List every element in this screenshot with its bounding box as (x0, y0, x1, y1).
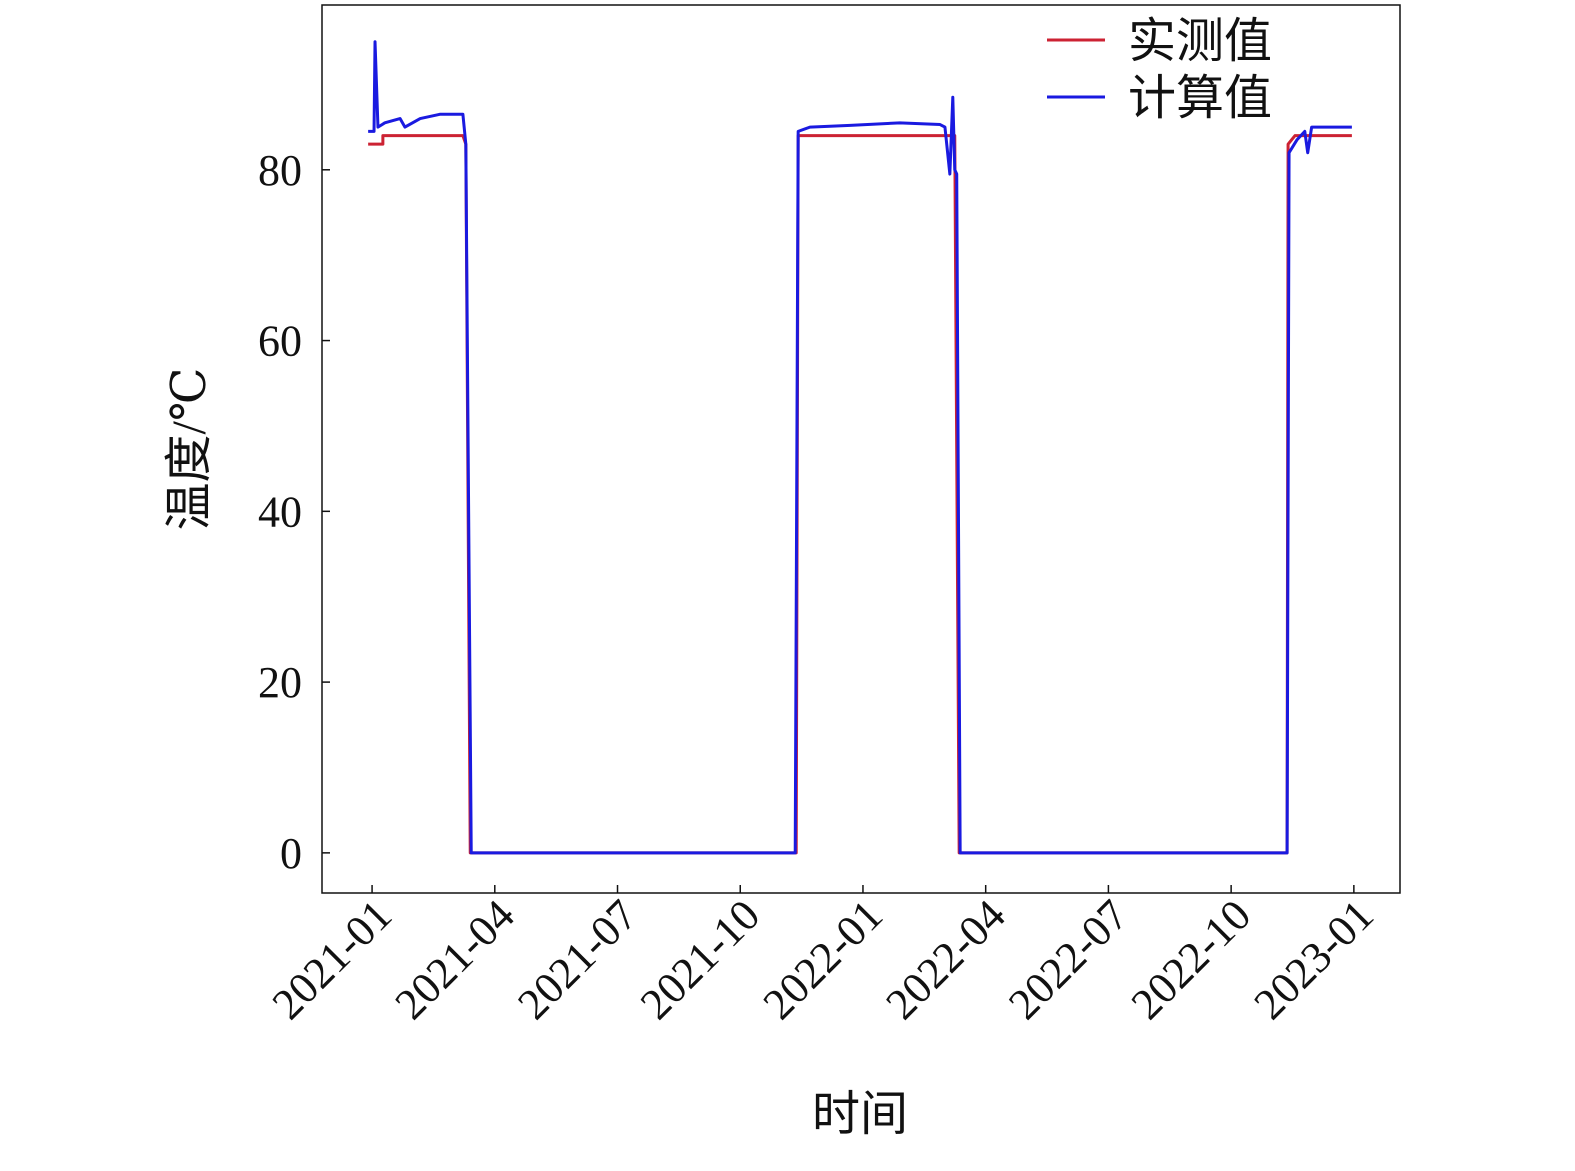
x-tick-label: 2021-07 (508, 890, 646, 1028)
x-tick-label: 2022-10 (1122, 890, 1260, 1028)
x-tick-label: 2021-04 (386, 890, 524, 1028)
x-tick-label: 2022-07 (999, 890, 1137, 1028)
x-tick-label: 2023-01 (1245, 890, 1383, 1028)
legend-label: 实测值 (1128, 15, 1272, 68)
x-tick-label: 2022-01 (754, 890, 892, 1028)
y-tick-label: 80 (258, 146, 302, 195)
y-tick-label: 20 (258, 658, 302, 707)
data-line (368, 134, 1352, 855)
legend-label: 计算值 (1128, 72, 1272, 125)
data-line (368, 40, 1352, 855)
y-tick-label: 0 (280, 829, 302, 878)
plot-frame (321, 4, 1401, 894)
x-tick-label: 2021-10 (631, 890, 769, 1028)
x-axis-label: 时间 (812, 1088, 908, 1141)
x-tick-label: 2022-04 (876, 890, 1014, 1028)
y-tick-label: 60 (258, 317, 302, 366)
y-tick-label: 40 (258, 487, 302, 536)
x-tick-label: 2021-01 (263, 890, 401, 1028)
y-axis-label: 温度/℃ (163, 367, 216, 530)
